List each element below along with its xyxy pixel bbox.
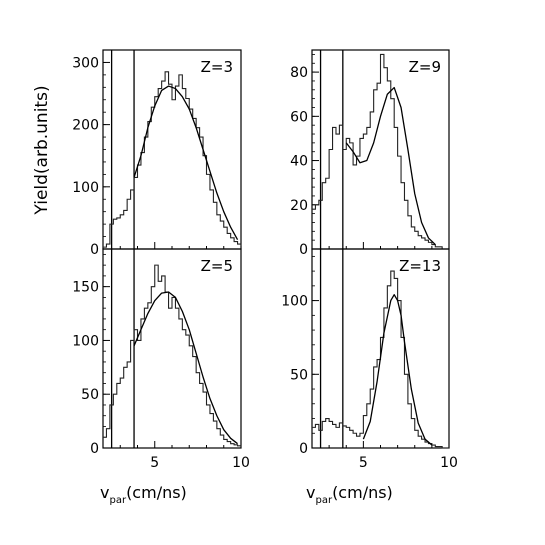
panel-frame	[102, 248, 242, 449]
x-axis-label-left: vpar(cm/ns)	[100, 483, 187, 506]
y-tick-label: 100	[72, 333, 99, 349]
y-tick-label: 20	[290, 198, 308, 214]
histogram-series	[312, 53, 449, 250]
x-axis-label-unit: (cm/ns)	[126, 483, 187, 502]
y-tick-label: 300	[72, 55, 99, 71]
y-tick-label: 50	[81, 387, 99, 403]
y-tick-label: 0	[299, 441, 308, 457]
panel-annotation: Z=5	[201, 257, 233, 275]
histogram-series	[312, 270, 449, 449]
y-tick-label: 0	[90, 441, 99, 457]
x-tick-label: 10	[440, 455, 458, 471]
x-tick-label: 10	[232, 455, 250, 471]
x-axis-label-main: v	[100, 483, 109, 502]
y-tick-label: 50	[290, 367, 308, 383]
y-tick-label: 200	[72, 118, 99, 134]
y-tick-label: 60	[290, 109, 308, 125]
fit-curve	[345, 86, 436, 246]
y-tick-label: 0	[90, 242, 99, 258]
y-tick-label: 0	[299, 242, 308, 258]
fit-curve	[133, 291, 238, 445]
x-tick-label: 5	[359, 455, 368, 471]
y-tick-label: 40	[290, 154, 308, 170]
x-axis-label-subscript: par	[109, 495, 126, 506]
y-tick-label: 150	[72, 280, 99, 296]
y-axis-label: Yield(arb.units)	[32, 85, 52, 215]
panel-top-left: 0 100 200 300 Z=3	[72, 49, 242, 258]
x-axis-label-main: v	[306, 483, 315, 502]
histogram-series	[103, 71, 242, 248]
panel-top-right: 0 20 40 60 80 Z=9	[290, 49, 450, 258]
panel-bottom-left: 0 50 100 150 5 10 Z=5	[72, 248, 250, 471]
fit-curve	[362, 294, 433, 446]
y-tick-label: 100	[281, 294, 308, 310]
panel-bottom-right: 0 50 100 5 10 Z=13	[281, 248, 458, 471]
y-tick-label: 80	[290, 65, 308, 81]
x-tick-label: 5	[150, 455, 159, 471]
fit-curve	[133, 85, 239, 240]
y-tick-label: 100	[72, 180, 99, 196]
panel-annotation: Z=13	[399, 257, 441, 275]
x-axis-label-unit: (cm/ns)	[332, 483, 393, 502]
panel-annotation: Z=9	[409, 58, 441, 76]
x-axis-label-subscript: par	[315, 495, 332, 506]
panel-annotation: Z=3	[201, 58, 233, 76]
histogram-series	[103, 264, 242, 447]
x-axis-label-right: vpar(cm/ns)	[306, 483, 393, 506]
